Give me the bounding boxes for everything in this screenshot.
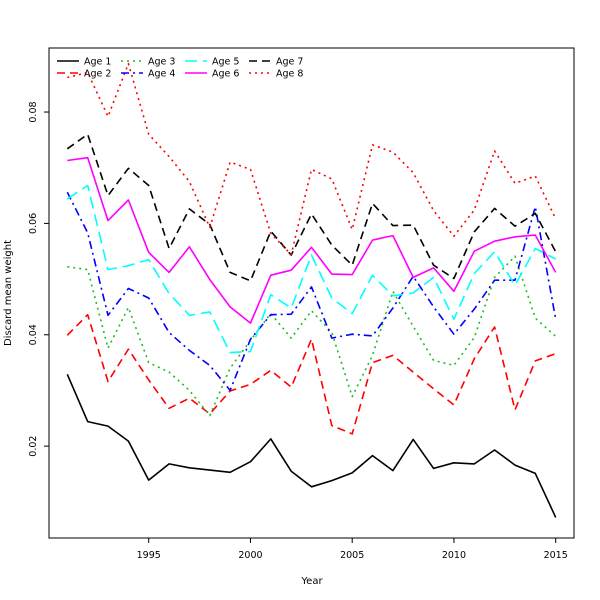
x-tick-label: 2015 [544,550,568,561]
series-line-age-6 [67,156,557,324]
legend-label-age-7: Age 7 [276,57,303,68]
x-axis-title: Year [300,576,323,587]
series-line-age-5 [66,184,557,354]
y-axis-title: Discard mean weight [3,240,14,346]
plot-frame [48,47,575,539]
x-tick-label: 2005 [340,550,364,561]
legend-label-age-1: Age 1 [84,57,111,68]
x-axis: 1995 2000 2005 2010 2015 [137,538,568,561]
legend-label-age-6: Age 6 [212,69,239,80]
series-line-age-7 [66,133,557,282]
series-line-age-8 [67,62,557,256]
y-tick-label: 0.08 [28,101,39,122]
series-layer [66,62,557,518]
x-tick-label: 2000 [238,550,262,561]
series-line-age-3 [67,255,557,417]
y-tick-label: 0.02 [28,436,39,457]
legend-label-age-3: Age 3 [148,57,175,68]
x-tick-label: 1995 [137,550,161,561]
series-line-age-2 [66,313,556,435]
legend-label-age-4: Age 4 [148,69,175,80]
y-tick-label: 0.06 [28,213,39,234]
series-line-age-4 [66,191,557,392]
y-tick-label: 0.04 [28,324,39,345]
series-line-age-1 [66,373,557,518]
y-axis: 0.02 0.04 0.06 0.08 [28,101,49,457]
x-tick-label: 2010 [442,550,466,561]
legend-label-age-2: Age 2 [84,69,111,80]
legend-label-age-5: Age 5 [212,57,239,68]
legend-label-age-8: Age 8 [276,69,303,80]
